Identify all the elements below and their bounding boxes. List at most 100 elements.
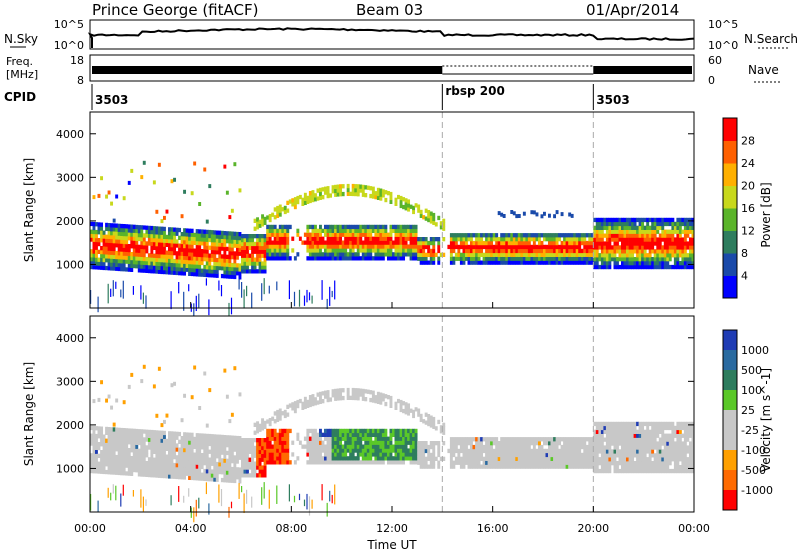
velocity-cell [610, 453, 614, 458]
velocity-cell [253, 461, 257, 466]
power-cell [130, 168, 134, 173]
velocity-cell [543, 448, 546, 454]
power-cell [105, 258, 109, 263]
velocity-cell [208, 465, 212, 470]
power-cell [691, 241, 695, 246]
power-cell [492, 260, 496, 265]
power-cell [530, 248, 534, 254]
velocity-cell [316, 456, 320, 461]
velocity-cell [185, 432, 189, 437]
velocity-cell [555, 452, 559, 458]
power-cell [100, 265, 104, 270]
velocity-cell [145, 437, 149, 442]
velocity-cell [588, 441, 592, 446]
velocity-cell [477, 460, 481, 465]
power-cell [538, 240, 541, 246]
cpid-segment-label-2: rbsp 200 [445, 84, 504, 98]
power-cell [590, 233, 594, 238]
power-cell [512, 211, 516, 216]
velocity-cell [97, 442, 101, 447]
velocity-cell [334, 456, 338, 461]
power-cell [308, 232, 312, 237]
velocity-cell [671, 449, 675, 454]
velocity-cell [472, 456, 476, 461]
power-cell [432, 244, 436, 250]
velocity-cell [618, 429, 622, 434]
velocity-cell [397, 440, 400, 445]
velocity-cell [230, 443, 234, 448]
power-cell [329, 236, 333, 241]
power-cell [686, 233, 690, 238]
power-cell [185, 255, 189, 261]
power-cell [389, 224, 393, 230]
power-cell [623, 225, 627, 230]
power-cell [112, 235, 116, 240]
velocity-cell [525, 444, 529, 450]
velocity-cell [190, 464, 194, 469]
power-cell [671, 264, 675, 270]
power-cell [225, 246, 229, 252]
power-cell [366, 240, 370, 245]
power-cell [658, 264, 662, 270]
power-cell [173, 262, 177, 268]
power-cell [180, 247, 184, 252]
velocity-cell [142, 460, 146, 466]
power-cell [100, 226, 104, 231]
velocity-cell [636, 441, 640, 446]
velocity-cell [137, 452, 141, 457]
power-cell [183, 228, 187, 233]
power-cell [563, 237, 567, 242]
power-cell [243, 257, 247, 262]
velocity-cell [233, 474, 237, 480]
power-cell [241, 241, 244, 247]
velocity-cell [145, 445, 149, 450]
velocity-cell [183, 447, 187, 453]
velocity-cell [173, 462, 177, 468]
velocity-cell [633, 449, 637, 454]
velocity-cell [336, 432, 340, 437]
velocity-cell [178, 475, 182, 480]
velocity-cell [409, 436, 413, 441]
power-cell [314, 224, 317, 230]
power-cell [553, 248, 557, 254]
power-cell [691, 253, 695, 258]
velocity-cell [583, 444, 587, 450]
velocity-cell [268, 456, 272, 461]
velocity-cell [605, 425, 609, 431]
velocity-cell [407, 428, 411, 434]
power-cell [344, 224, 348, 230]
power-cell [193, 260, 197, 265]
velocity-cell [90, 465, 93, 470]
velocity-cell [608, 433, 612, 438]
velocity-cell [600, 425, 604, 431]
power-colorbar-tick: 4 [741, 270, 748, 283]
power-cell [505, 244, 509, 250]
power-cell [565, 233, 569, 238]
power-cell [213, 234, 217, 239]
velocity-cell [236, 447, 239, 452]
velocity-cell [600, 468, 604, 474]
power-cell [276, 213, 280, 218]
power-cell [145, 233, 149, 238]
power-cell [142, 245, 146, 250]
velocity-cell [613, 468, 617, 474]
velocity-cell [225, 458, 229, 463]
power-cell [205, 245, 209, 250]
velocity-cell [208, 469, 212, 474]
velocity-cell [412, 428, 416, 434]
velocity-cell [427, 414, 431, 419]
power-cell [301, 197, 305, 202]
velocity-cell [538, 448, 541, 454]
power-cell [621, 217, 624, 223]
velocity-cell [397, 448, 400, 453]
velocity-cell [203, 371, 207, 376]
velocity-cell [195, 440, 199, 446]
velocity-cell [127, 459, 131, 464]
power-cell [246, 269, 249, 274]
power-cell [454, 256, 458, 261]
velocity-cell [651, 421, 655, 427]
velocity-cell [183, 451, 187, 457]
velocity-cell [666, 433, 670, 438]
velocity-cell [588, 452, 592, 458]
velocity-cell [666, 425, 670, 431]
